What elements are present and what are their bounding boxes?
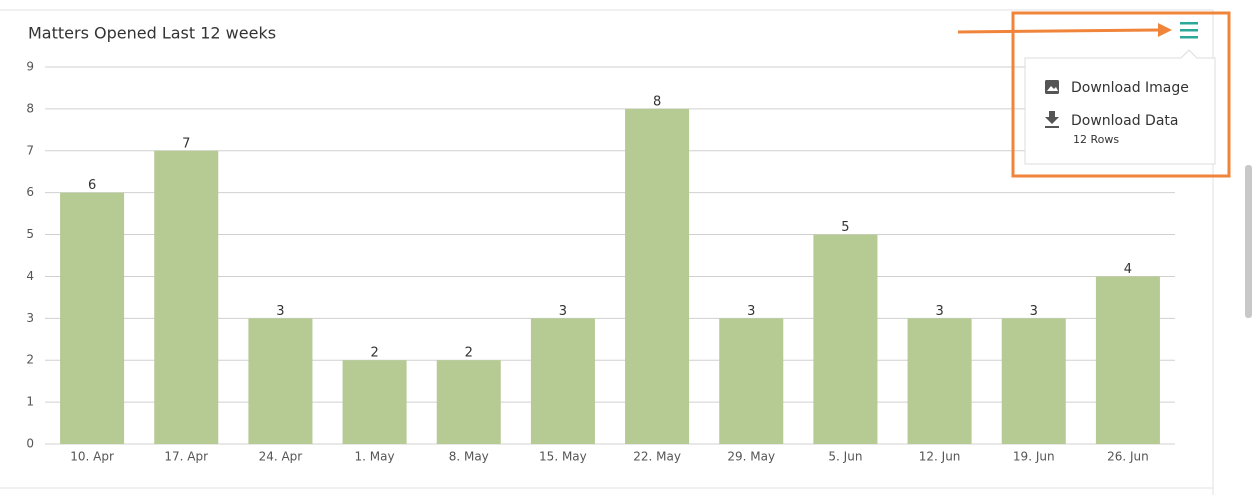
y-tick-label: 3 (26, 311, 34, 325)
bar (342, 360, 407, 444)
bar (813, 234, 878, 444)
menu-item-detail: 12 Rows (1073, 133, 1119, 146)
data-label: 6 (88, 178, 96, 193)
data-label: 3 (559, 304, 567, 319)
data-label: 3 (747, 304, 755, 319)
data-label: 3 (276, 304, 284, 319)
chart-title: Matters Opened Last 12 weeks (28, 24, 276, 43)
y-tick-label: 9 (26, 60, 34, 74)
x-tick-label: 12. Jun (919, 450, 961, 464)
download-icon (1045, 111, 1059, 128)
x-tick-label: 5. Jun (828, 450, 862, 464)
bar (719, 318, 784, 444)
x-tick-label: 17. Apr (164, 450, 208, 464)
bar (1095, 276, 1160, 444)
x-tick-label: 22. May (633, 450, 681, 464)
annotation-box (1011, 11, 1231, 178)
y-tick-label: 4 (26, 269, 34, 283)
bar (530, 318, 595, 444)
bar (154, 150, 219, 444)
menu-item[interactable]: Download Data (1071, 113, 1178, 129)
y-tick-label: 7 (26, 143, 34, 157)
scrollbar[interactable] (1245, 165, 1252, 318)
dropdown-menu (1024, 49, 1216, 165)
data-label: 4 (1124, 262, 1132, 277)
y-tick-label: 2 (26, 353, 34, 367)
y-tick-label: 8 (26, 101, 34, 115)
x-tick-label: 15. May (539, 450, 587, 464)
annotation-arrowhead (1158, 23, 1172, 37)
data-label: 7 (182, 136, 190, 151)
data-label: 5 (841, 220, 849, 235)
bar (907, 318, 972, 444)
data-label: 8 (653, 94, 661, 109)
y-tick-label: 6 (26, 185, 34, 199)
menu-item[interactable]: Download Image (1071, 80, 1189, 96)
x-tick-label: 29. May (727, 450, 775, 464)
image-icon (1045, 80, 1059, 94)
bar (248, 318, 313, 444)
x-tick-label: 19. Jun (1013, 450, 1055, 464)
x-tick-label: 1. May (355, 450, 395, 464)
data-label: 2 (465, 346, 473, 361)
bar (625, 108, 690, 444)
menu-button[interactable] (1180, 22, 1198, 39)
bar (1001, 318, 1066, 444)
y-tick-label: 0 (26, 437, 34, 451)
data-label: 3 (1030, 304, 1038, 319)
data-label: 3 (935, 304, 943, 319)
y-tick-label: 5 (26, 227, 34, 241)
x-tick-label: 8. May (449, 450, 489, 464)
x-tick-label: 26. Jun (1107, 450, 1149, 464)
bar (436, 360, 501, 444)
data-label: 2 (370, 346, 378, 361)
menu-layer: Download Image Download Data 12 Rows (957, 11, 1231, 178)
bar (60, 192, 125, 444)
x-tick-label: 10. Apr (70, 450, 114, 464)
y-tick-label: 1 (26, 395, 34, 409)
x-tick-label: 24. Apr (259, 450, 303, 464)
annotation-arrow (957, 28, 1161, 34)
